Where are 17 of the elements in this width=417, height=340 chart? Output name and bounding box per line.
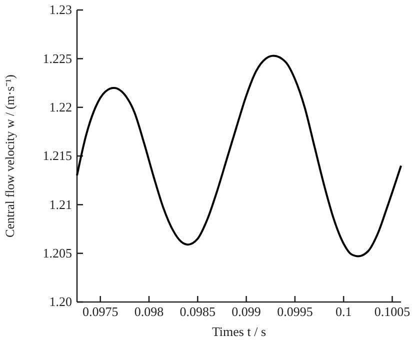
x-tick-label: 0.0995 — [277, 304, 313, 320]
x-tick-label: 0.0985 — [180, 304, 216, 320]
y-axis-title: Central flow velocity w / (m·s⁻¹) — [3, 74, 17, 238]
y-tick-label: 1.23 — [49, 2, 72, 18]
y-tick-label: 1.22 — [49, 99, 72, 114]
x-tick-label: 0.0975 — [82, 304, 118, 320]
line-series — [76, 54, 402, 258]
y-tick-label: 1.20 — [49, 294, 72, 310]
x-tick-label: 0.1005 — [374, 304, 410, 320]
x-axis-title: Times t / s — [212, 324, 266, 339]
y-tick-label: 1.215 — [42, 148, 72, 164]
y-tick-label: 1.225 — [42, 50, 72, 66]
y-tick-label: 1.205 — [42, 245, 72, 260]
x-tick-label: 0.1 — [335, 304, 352, 320]
x-tick-label: 0.099 — [232, 304, 261, 320]
x-tick-label: 0.098 — [134, 304, 164, 320]
y-tick-label: 1.21 — [49, 196, 72, 212]
